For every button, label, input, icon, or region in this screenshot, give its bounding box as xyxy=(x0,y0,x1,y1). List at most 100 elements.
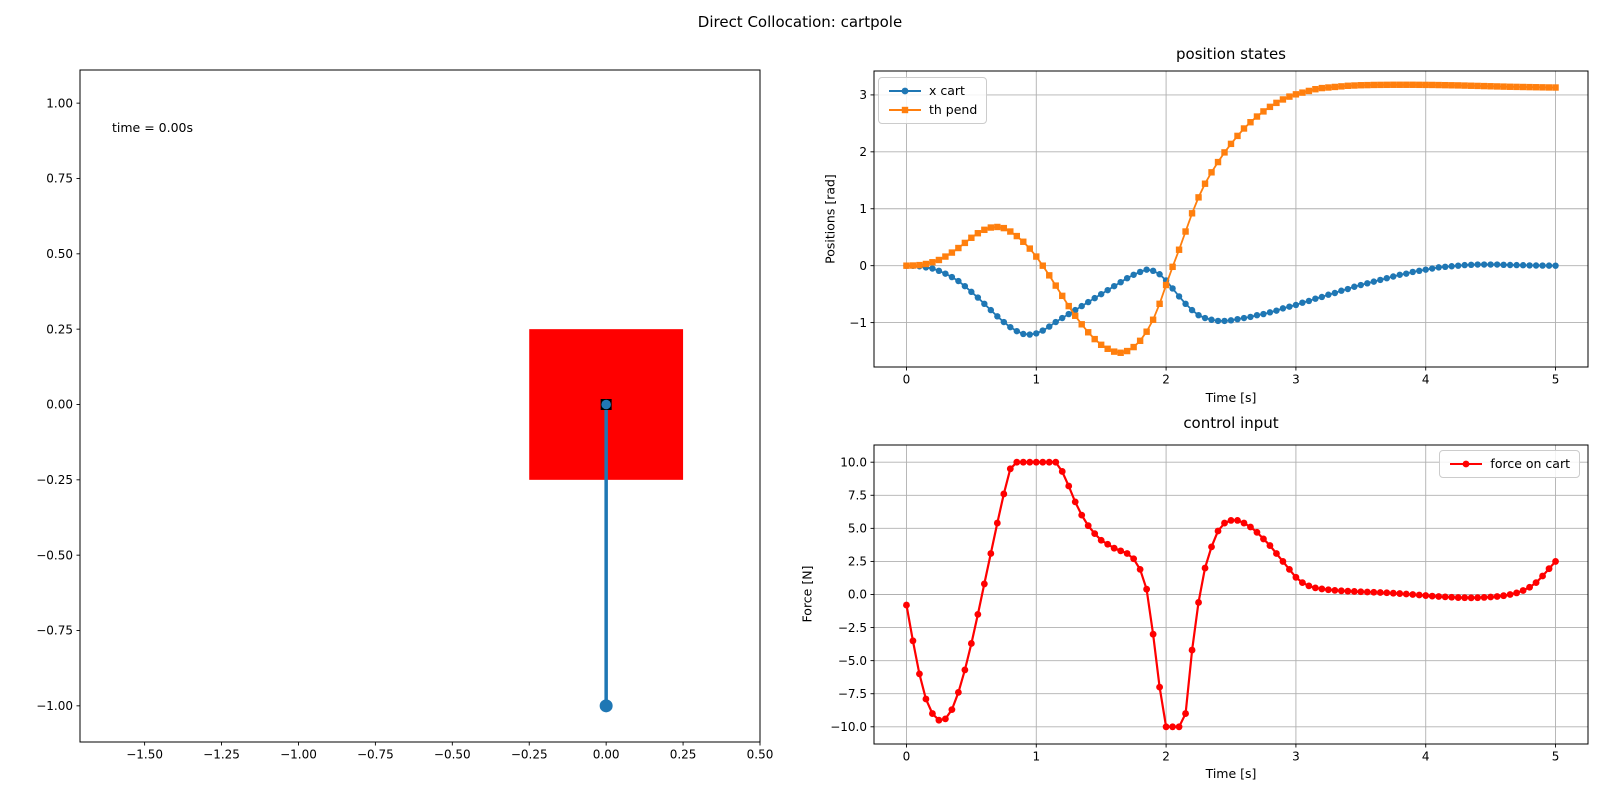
marker-square xyxy=(1013,232,1020,240)
x-tick-label: −0.50 xyxy=(434,748,471,762)
marker-square xyxy=(1539,84,1546,91)
marker-circle xyxy=(1195,599,1202,606)
marker-square xyxy=(1169,263,1176,271)
marker-circle xyxy=(1149,267,1157,274)
y-tick-label: 7.5 xyxy=(848,488,867,502)
marker-circle xyxy=(1221,317,1228,325)
marker-square xyxy=(1429,81,1436,89)
y-tick-label: 0.00 xyxy=(46,398,73,412)
y-tick-label: −10.0 xyxy=(830,720,867,734)
y-tick-label: 5.0 xyxy=(848,522,867,536)
marker-square xyxy=(1506,83,1514,90)
marker-square xyxy=(1338,83,1345,90)
marker-circle xyxy=(1389,589,1397,597)
marker-circle xyxy=(1273,550,1280,557)
control-legend: force on cart xyxy=(1439,450,1580,478)
marker-circle xyxy=(1506,261,1514,269)
marker-circle xyxy=(1364,280,1371,287)
marker-circle xyxy=(1448,593,1456,601)
marker-circle xyxy=(1065,310,1072,318)
marker-square xyxy=(1110,348,1118,355)
control-xaxis-label: Time [s] xyxy=(1205,766,1257,781)
marker-circle xyxy=(1201,564,1209,572)
marker-circle xyxy=(1234,517,1241,524)
marker-circle xyxy=(1526,583,1533,591)
marker-square xyxy=(1474,82,1481,90)
marker-square xyxy=(1149,316,1157,323)
marker-square xyxy=(981,226,988,234)
pendulum-bob xyxy=(599,699,613,713)
marker-circle xyxy=(1474,594,1482,602)
marker-circle xyxy=(1299,299,1306,306)
marker-square xyxy=(1377,81,1384,89)
x-tick-label: −1.50 xyxy=(126,748,163,762)
marker-square xyxy=(1085,329,1092,336)
marker-circle xyxy=(1052,458,1060,466)
marker-circle xyxy=(1195,312,1202,319)
marker-circle xyxy=(1422,592,1430,599)
marker-circle xyxy=(1221,519,1228,527)
position_states-frame xyxy=(873,70,1589,368)
marker-square xyxy=(1208,169,1215,176)
marker-circle xyxy=(955,277,962,285)
marker-circle xyxy=(1545,565,1553,573)
marker-circle xyxy=(1539,262,1546,269)
marker-circle xyxy=(1156,271,1163,278)
pivot-joint-marker xyxy=(601,399,611,410)
marker-square xyxy=(1104,345,1111,352)
marker-circle xyxy=(1480,261,1488,268)
marker-circle xyxy=(1169,285,1176,292)
marker-circle xyxy=(1506,591,1514,598)
marker-circle xyxy=(1227,317,1235,324)
marker-circle xyxy=(1344,285,1352,293)
marker-circle xyxy=(1078,302,1085,310)
marker-circle xyxy=(1454,594,1462,601)
x-tick-label: −1.00 xyxy=(280,748,317,762)
time-annotation: time = 0.00s xyxy=(112,120,194,135)
marker-square xyxy=(1403,81,1410,88)
marker-circle xyxy=(1325,291,1332,298)
marker-circle xyxy=(1286,565,1293,573)
marker-circle xyxy=(1007,323,1014,331)
marker-circle xyxy=(1383,589,1391,597)
y-tick-label: 1.00 xyxy=(46,96,73,110)
marker-square xyxy=(916,261,923,269)
legend-sample-marker xyxy=(901,87,909,95)
marker-circle xyxy=(1097,290,1105,298)
marker-circle xyxy=(1039,327,1046,334)
marker-circle xyxy=(1136,565,1144,573)
marker-circle xyxy=(980,580,988,588)
marker-square xyxy=(1221,149,1228,156)
marker-circle xyxy=(1130,555,1138,563)
marker-circle xyxy=(1539,572,1546,580)
legend-sample-marker xyxy=(1463,460,1470,468)
marker-circle xyxy=(1097,536,1105,544)
marker-square xyxy=(1480,82,1488,90)
marker-square xyxy=(1039,262,1046,269)
marker-circle xyxy=(1370,588,1378,596)
marker-circle xyxy=(1065,482,1073,490)
marker-circle xyxy=(1104,540,1112,548)
marker-circle xyxy=(1338,287,1345,294)
marker-square xyxy=(1266,103,1274,111)
marker-circle xyxy=(1318,293,1326,301)
x-tick-label: 5 xyxy=(1552,750,1560,764)
marker-square xyxy=(1201,180,1209,187)
marker-square xyxy=(1143,328,1150,335)
marker-square xyxy=(1409,81,1416,88)
marker-circle xyxy=(1123,550,1131,557)
marker-circle xyxy=(974,294,982,301)
marker-circle xyxy=(1260,310,1267,318)
marker-circle xyxy=(1253,312,1261,319)
marker-square xyxy=(1052,282,1059,289)
marker-circle xyxy=(1091,530,1099,538)
marker-circle xyxy=(1526,262,1533,269)
marker-circle xyxy=(1500,261,1507,269)
marker-circle xyxy=(1519,262,1527,269)
marker-circle xyxy=(987,306,995,314)
x-tick-label: −1.25 xyxy=(203,748,240,762)
marker-circle xyxy=(935,716,943,724)
marker-circle xyxy=(1357,281,1365,289)
marker-circle xyxy=(929,265,936,272)
